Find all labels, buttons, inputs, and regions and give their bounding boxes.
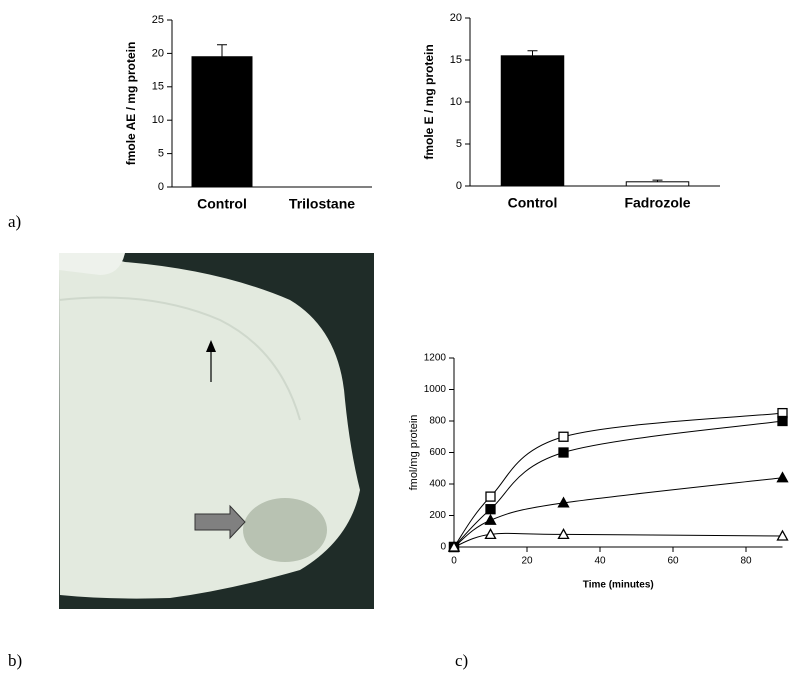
x-tick-label: 0 xyxy=(451,556,457,567)
bar xyxy=(500,55,565,187)
y-tick-label: 10 xyxy=(450,96,462,108)
x-tick-label: 80 xyxy=(740,556,752,567)
y-tick-label: 25 xyxy=(152,14,164,26)
marker xyxy=(776,471,789,483)
x-tick-label: Control xyxy=(197,196,247,212)
y-tick-label: 200 xyxy=(429,510,446,521)
bar xyxy=(625,181,690,187)
curve xyxy=(453,477,783,548)
error-bar xyxy=(652,179,663,182)
y-tick-label: 0 xyxy=(456,180,462,192)
marker xyxy=(484,513,497,525)
error-bar xyxy=(217,44,227,57)
y-tick-label: 600 xyxy=(429,447,446,458)
x-tick-label: 20 xyxy=(521,556,533,567)
error-bar xyxy=(527,50,538,56)
panel-label: b) xyxy=(8,651,22,670)
y-tick-label: 1000 xyxy=(424,384,447,395)
y-axis-label: fmol/mg protein xyxy=(408,415,420,491)
marker xyxy=(557,496,570,508)
y-tick-label: 0 xyxy=(158,181,164,193)
marker xyxy=(447,540,461,552)
x-tick-label: 60 xyxy=(667,556,679,567)
panel-label: c) xyxy=(455,651,468,670)
y-tick-label: 10 xyxy=(152,114,164,126)
marker xyxy=(485,504,496,515)
curve xyxy=(453,412,783,548)
y-axis-label: fmole AE / mg protein xyxy=(124,42,138,166)
y-tick-label: 400 xyxy=(429,479,446,490)
photo xyxy=(58,253,374,609)
y-tick-label: 20 xyxy=(450,12,462,24)
marker xyxy=(557,528,570,540)
marker xyxy=(485,491,496,502)
curve xyxy=(453,532,783,548)
y-tick-label: 800 xyxy=(429,416,446,427)
panel-label: a) xyxy=(8,212,21,231)
marker xyxy=(484,528,497,540)
y-tick-label: 5 xyxy=(158,148,164,160)
y-tick-label: 1200 xyxy=(424,353,447,364)
marker xyxy=(558,447,569,458)
bar xyxy=(191,56,253,188)
marker xyxy=(558,431,569,442)
curve xyxy=(453,420,783,548)
x-tick-label: 40 xyxy=(594,556,606,567)
x-tick-label: Trilostane xyxy=(289,196,355,212)
y-axis-label: fmole E / mg protein xyxy=(422,44,436,159)
x-axis-label: Time (minutes) xyxy=(583,580,654,591)
x-tick-label: Control xyxy=(508,195,558,211)
y-tick-label: 5 xyxy=(456,138,462,150)
y-tick-label: 20 xyxy=(152,47,164,59)
y-tick-label: 15 xyxy=(152,81,164,93)
marker xyxy=(776,529,789,541)
y-tick-label: 0 xyxy=(440,542,446,553)
x-tick-label: Fadrozole xyxy=(624,195,690,211)
y-tick-label: 15 xyxy=(450,54,462,66)
marker xyxy=(777,415,788,427)
